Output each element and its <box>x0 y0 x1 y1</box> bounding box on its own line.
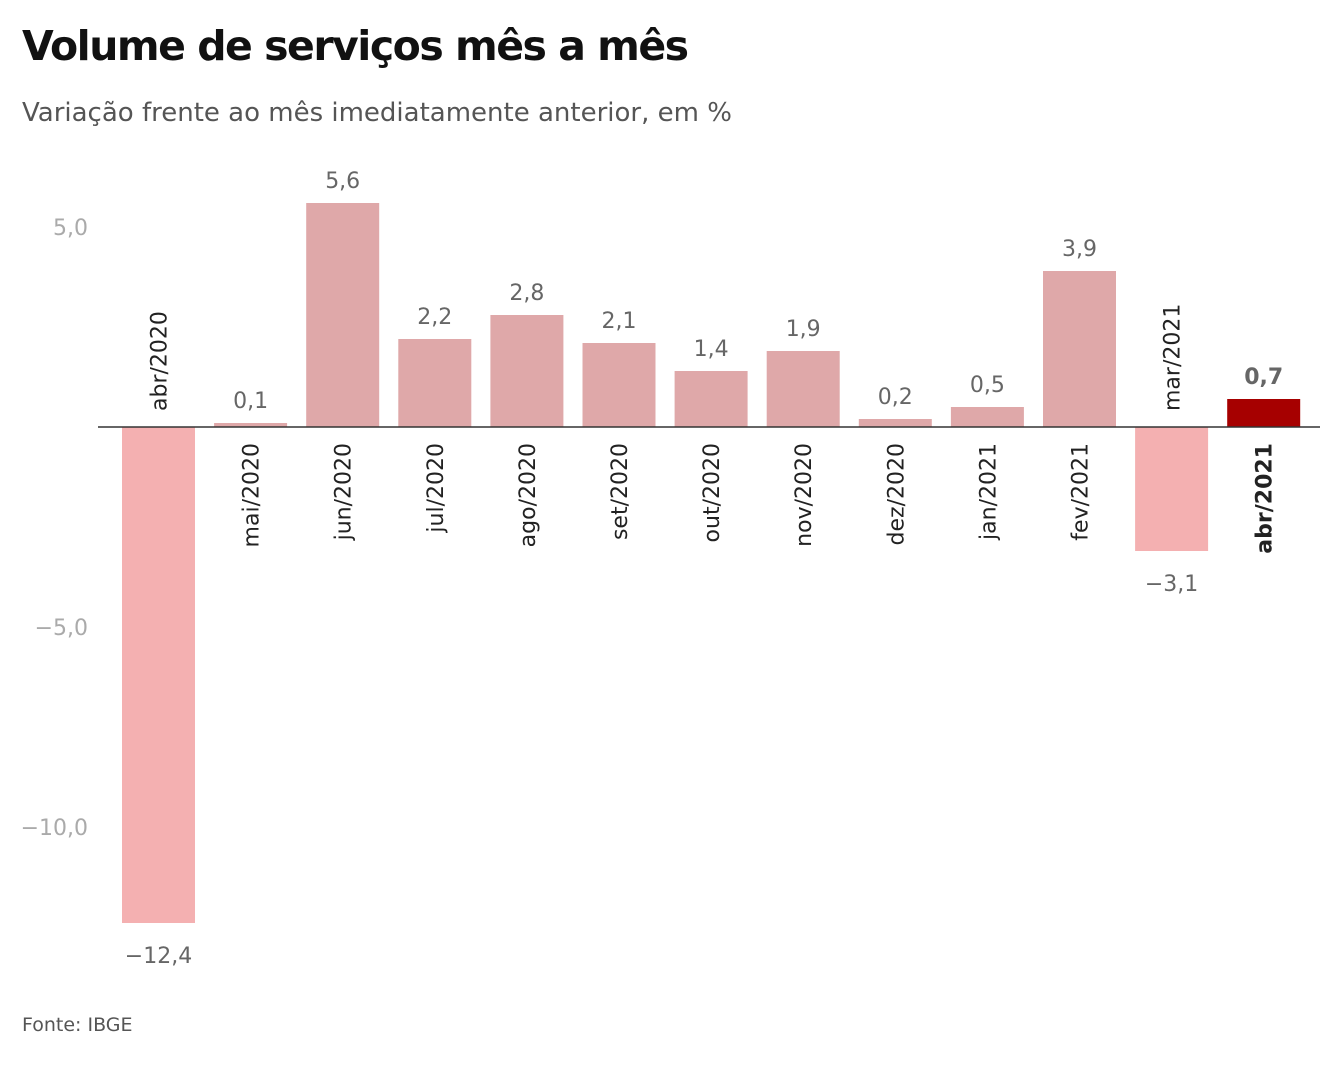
category-label: fev/2021 <box>1069 443 1094 541</box>
bar-jul-2020 <box>398 339 472 427</box>
bar-jan-2021 <box>950 407 1024 427</box>
value-label: 0,7 <box>1244 365 1283 390</box>
value-label: 2,1 <box>602 309 637 334</box>
value-label: 0,1 <box>233 389 268 414</box>
value-label: 2,8 <box>509 281 544 306</box>
chart-title: Volume de serviços mês a mês <box>22 22 689 70</box>
bar-mai-2020 <box>214 423 288 427</box>
category-label: jun/2020 <box>332 443 357 541</box>
bar-nov-2020 <box>766 351 840 427</box>
category-label: nov/2020 <box>792 443 817 547</box>
value-label: −3,1 <box>1145 572 1198 597</box>
y-tick-label: −5,0 <box>35 616 88 641</box>
value-label: 0,5 <box>970 373 1005 398</box>
chart-source: Fonte: IBGE <box>22 1014 133 1036</box>
category-label: mai/2020 <box>240 443 265 547</box>
bar-abr-2020 <box>122 427 195 923</box>
category-label: abr/2020 <box>148 311 173 411</box>
category-label: mar/2021 <box>1161 304 1186 411</box>
y-tick-label: 5,0 <box>53 216 88 241</box>
value-label: 1,9 <box>786 317 821 342</box>
y-tick-label: −10,0 <box>21 816 88 841</box>
value-label: 1,4 <box>694 337 729 362</box>
value-label: −12,4 <box>125 944 192 969</box>
bar-set-2020 <box>582 343 656 427</box>
category-label: jan/2021 <box>976 443 1001 541</box>
bar-ago-2020 <box>490 315 564 427</box>
bar-out-2020 <box>674 371 748 427</box>
bar-chart: 5,0 −5,0 −10,0 −12,4 abr/2020 0,1 mai/2020 5,6… <box>21 169 1320 969</box>
bar-abr-2021 <box>1227 399 1301 427</box>
bar-mar-2021 <box>1135 427 1209 551</box>
bar-fev-2021 <box>1043 271 1116 427</box>
category-label: set/2020 <box>608 443 633 540</box>
category-label: out/2020 <box>700 443 725 542</box>
value-label: 3,9 <box>1062 237 1097 262</box>
value-label: 0,2 <box>878 385 913 410</box>
labels: −12,4 abr/2020 0,1 mai/2020 5,6 jun/2020 2,2 ju… <box>125 169 1283 969</box>
y-axis-ticks: 5,0 −5,0 −10,0 <box>21 216 88 841</box>
category-label: jul/2020 <box>424 443 449 534</box>
category-label: abr/2021 <box>1253 443 1278 554</box>
bar-dez-2020 <box>858 419 932 427</box>
category-label: dez/2020 <box>884 443 909 545</box>
chart-subtitle: Variação frente ao mês imediatamente ant… <box>22 98 732 128</box>
value-label: 5,6 <box>325 169 360 194</box>
bars <box>122 203 1301 923</box>
bar-jun-2020 <box>306 203 380 427</box>
value-label: 2,2 <box>417 305 452 330</box>
category-label: ago/2020 <box>516 443 541 547</box>
